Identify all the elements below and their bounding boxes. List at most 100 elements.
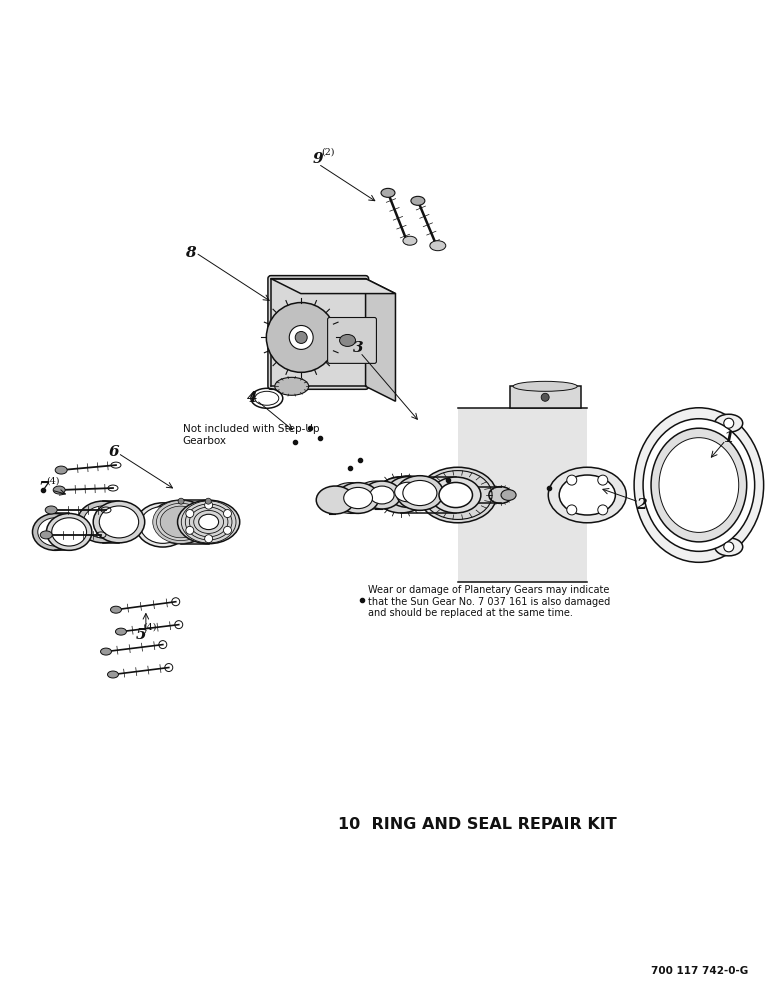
Ellipse shape [384, 476, 432, 510]
Ellipse shape [363, 486, 387, 504]
FancyBboxPatch shape [268, 276, 368, 389]
Ellipse shape [52, 518, 86, 546]
Ellipse shape [656, 477, 678, 493]
Ellipse shape [356, 481, 394, 509]
Circle shape [598, 475, 608, 485]
Ellipse shape [40, 531, 52, 539]
Bar [510, 386, 581, 408]
Ellipse shape [198, 514, 218, 530]
Circle shape [598, 505, 608, 515]
Ellipse shape [110, 606, 121, 613]
Ellipse shape [46, 506, 57, 514]
Ellipse shape [643, 419, 755, 551]
Ellipse shape [418, 467, 496, 523]
Circle shape [567, 475, 577, 485]
Ellipse shape [100, 506, 139, 538]
Text: Wear or damage of Planetary Gears may indicate
that the Sun Gear No. 7 037 161 i: Wear or damage of Planetary Gears may in… [368, 585, 611, 618]
Circle shape [724, 542, 733, 552]
Ellipse shape [403, 480, 437, 506]
Ellipse shape [439, 482, 472, 508]
Ellipse shape [317, 486, 354, 514]
Circle shape [186, 510, 194, 518]
Ellipse shape [379, 477, 421, 507]
Ellipse shape [403, 236, 417, 245]
Ellipse shape [715, 538, 743, 556]
Ellipse shape [53, 486, 65, 494]
Ellipse shape [153, 500, 208, 544]
Circle shape [541, 393, 549, 401]
Circle shape [205, 501, 212, 509]
Ellipse shape [344, 487, 372, 509]
Ellipse shape [150, 500, 212, 544]
Text: 6: 6 [109, 445, 120, 459]
Circle shape [224, 526, 232, 534]
Ellipse shape [46, 513, 92, 550]
Ellipse shape [634, 408, 764, 562]
Ellipse shape [83, 506, 123, 538]
Ellipse shape [136, 503, 190, 547]
Ellipse shape [548, 467, 626, 523]
Ellipse shape [55, 466, 67, 474]
Ellipse shape [340, 334, 356, 346]
Text: 700 117 742-0-G: 700 117 742-0-G [652, 966, 749, 976]
FancyBboxPatch shape [327, 318, 377, 363]
Text: 5: 5 [136, 628, 146, 642]
Ellipse shape [394, 482, 422, 502]
Circle shape [567, 505, 577, 515]
Ellipse shape [161, 506, 201, 538]
Ellipse shape [178, 500, 240, 544]
Circle shape [178, 498, 184, 504]
Ellipse shape [337, 483, 379, 513]
Ellipse shape [363, 481, 401, 509]
Ellipse shape [336, 487, 364, 509]
Ellipse shape [391, 480, 425, 506]
Ellipse shape [107, 671, 118, 678]
Ellipse shape [381, 188, 395, 197]
Ellipse shape [38, 518, 73, 546]
Circle shape [186, 526, 194, 534]
Text: 1: 1 [723, 431, 734, 445]
Ellipse shape [93, 501, 144, 543]
Ellipse shape [370, 486, 394, 504]
Ellipse shape [501, 490, 516, 500]
Text: (4): (4) [46, 476, 59, 485]
Ellipse shape [32, 513, 78, 550]
Text: (4): (4) [144, 623, 157, 632]
Ellipse shape [116, 628, 127, 635]
Ellipse shape [651, 428, 747, 542]
Ellipse shape [559, 475, 615, 515]
Text: 2: 2 [636, 498, 646, 512]
Text: 7: 7 [38, 481, 49, 495]
Ellipse shape [715, 414, 743, 432]
Circle shape [290, 325, 313, 349]
Text: 9: 9 [313, 152, 323, 166]
Ellipse shape [431, 477, 481, 513]
Ellipse shape [140, 507, 185, 543]
Ellipse shape [396, 476, 443, 510]
Circle shape [205, 535, 212, 543]
Ellipse shape [100, 648, 111, 655]
Ellipse shape [275, 377, 309, 395]
FancyBboxPatch shape [458, 408, 587, 582]
Text: 3: 3 [353, 341, 364, 355]
Ellipse shape [430, 241, 445, 251]
Text: 8: 8 [185, 246, 196, 260]
Text: 4: 4 [247, 391, 258, 405]
Ellipse shape [411, 196, 425, 205]
Circle shape [295, 331, 307, 343]
Ellipse shape [513, 381, 577, 391]
Text: (2): (2) [321, 147, 334, 156]
Circle shape [224, 510, 232, 518]
Ellipse shape [659, 438, 739, 532]
Ellipse shape [376, 477, 426, 513]
Ellipse shape [330, 483, 371, 513]
Polygon shape [366, 279, 395, 401]
Circle shape [205, 498, 212, 504]
Ellipse shape [489, 487, 513, 503]
Circle shape [724, 418, 733, 428]
Circle shape [266, 303, 336, 372]
Text: Not included with Step-Up
Gearbox: Not included with Step-Up Gearbox [183, 424, 320, 446]
Ellipse shape [387, 482, 413, 502]
Ellipse shape [77, 501, 129, 543]
Polygon shape [271, 279, 395, 294]
